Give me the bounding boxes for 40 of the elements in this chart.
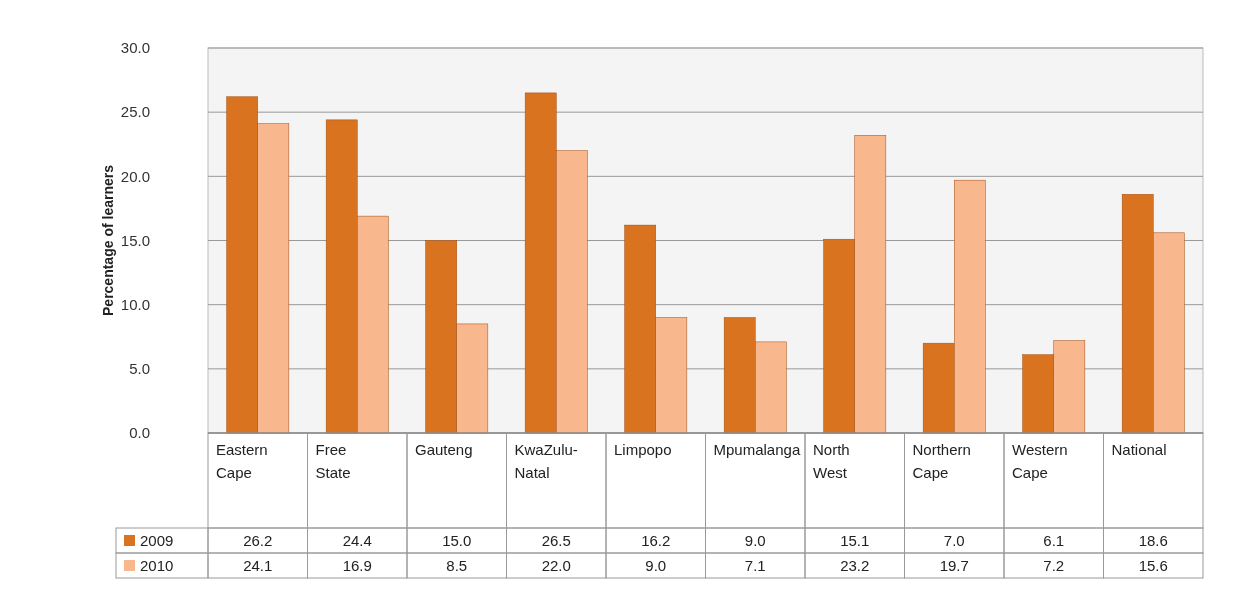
data-label: 9.0 [744, 532, 766, 549]
x-tick-label: Free State [315, 441, 351, 481]
legend-label: 2009 [140, 532, 174, 549]
data-label: 7.1 [744, 557, 766, 574]
y-tick-label: 15.0 [120, 231, 150, 249]
x-tick-label: North West [813, 441, 850, 481]
x-tick-label: Gauteng [415, 441, 473, 458]
data-label: 16.9 [342, 557, 372, 574]
y-tick-label: 25.0 [120, 103, 150, 121]
x-tick-label: KwaZulu-Natal [514, 441, 578, 481]
y-tick-label: 0.0 [129, 424, 150, 442]
data-label: 16.2 [641, 532, 671, 549]
x-tick-label: Northern Cape [912, 441, 971, 481]
y-tick-label: 5.0 [129, 360, 150, 378]
data-label: 23.2 [840, 557, 870, 574]
data-label: 26.2 [243, 532, 273, 549]
data-label: 7.0 [943, 532, 965, 549]
x-tick-label: National [1111, 441, 1167, 458]
data-label: 18.6 [1138, 532, 1168, 549]
x-tick-label: Western Cape [1012, 441, 1068, 481]
data-label: 19.7 [939, 557, 969, 574]
x-tick-label: Limpopo [614, 441, 672, 458]
data-label: 24.1 [243, 557, 273, 574]
data-label: 15.1 [840, 532, 870, 549]
data-label: 15.6 [1138, 557, 1168, 574]
y-axis-title: Percentage of learners [100, 164, 116, 316]
y-tick-label: 10.0 [120, 295, 150, 313]
data-label: 15.0 [442, 532, 472, 549]
data-label: 6.1 [1043, 532, 1065, 549]
data-label: 26.5 [541, 532, 571, 549]
x-tick-label: Mpumalanga [713, 441, 801, 458]
y-tick-label: 30.0 [120, 39, 150, 57]
data-label: 22.0 [541, 557, 571, 574]
data-label: 7.2 [1043, 557, 1065, 574]
data-label: 9.0 [645, 557, 667, 574]
x-tick-label: Eastern Cape [216, 441, 268, 481]
data-label: 24.4 [342, 532, 372, 549]
y-tick-label: 20.0 [120, 167, 150, 185]
data-label: 8.5 [446, 557, 468, 574]
legend-label: 2010 [140, 557, 174, 574]
